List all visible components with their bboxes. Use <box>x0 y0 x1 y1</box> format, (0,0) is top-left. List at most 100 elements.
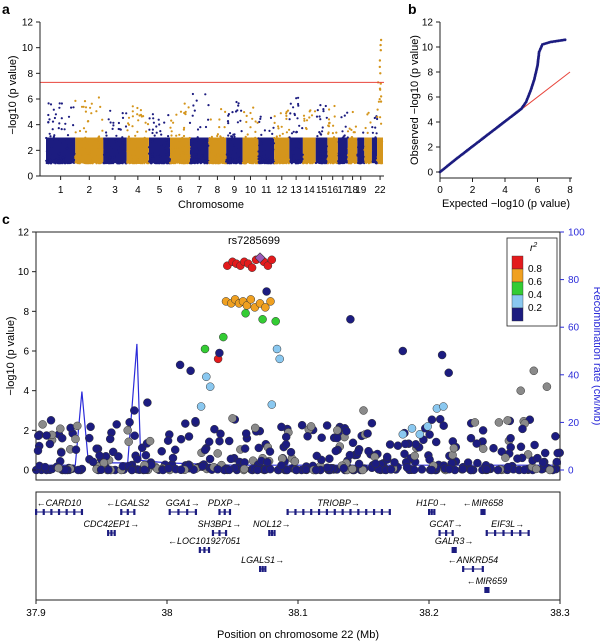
gene-exon <box>133 509 136 515</box>
manhattan-point <box>188 136 191 140</box>
snp-point-r2-02 <box>423 422 432 431</box>
gene-label: ←LGALS2 <box>106 498 149 508</box>
manhattan-point <box>325 116 328 119</box>
gene-label: CDC42EP1→ <box>84 519 140 529</box>
manhattan-point <box>169 155 172 159</box>
snp-point-low-ld <box>519 465 529 475</box>
manhattan-point <box>368 158 371 161</box>
manhattan-point <box>325 145 328 148</box>
manhattan-point <box>195 158 198 161</box>
manhattan-point <box>203 160 206 163</box>
manhattan-point <box>286 109 290 112</box>
manhattan-point <box>229 160 233 163</box>
manhattan-point <box>373 116 376 120</box>
manhattan-point <box>281 162 284 165</box>
manhattan-point <box>101 129 104 132</box>
manhattan-point <box>310 148 313 151</box>
qq-x-ticks: 0 2 4 6 8 <box>437 178 573 196</box>
manhattan-point <box>208 157 211 160</box>
manhattan-point <box>374 162 377 165</box>
manhattan-point <box>70 106 73 109</box>
manhattan-point <box>146 123 150 126</box>
manhattan-point <box>378 98 381 101</box>
snp-point-low-ld <box>489 443 498 453</box>
manhattan-point <box>324 104 327 108</box>
panel-b-label: b <box>408 1 417 17</box>
snp-point-r2-02 <box>267 400 277 409</box>
chromosome-3-band <box>103 137 127 164</box>
manhattan-point <box>131 153 134 156</box>
snp-point-r2-00 <box>130 406 139 415</box>
manhattan-point <box>256 121 259 124</box>
manhattan-point <box>65 142 68 145</box>
gene-label: ←ANKRD54 <box>448 555 499 565</box>
manhattan-point <box>339 155 342 158</box>
manhattan-point <box>210 161 213 165</box>
manhattan-point <box>238 148 241 151</box>
manhattan-point <box>348 127 351 130</box>
manhattan-point <box>121 112 124 115</box>
manhattan-point <box>366 131 369 134</box>
manhattan-point <box>207 104 210 107</box>
manhattan-point <box>310 114 314 117</box>
manhattan-point <box>57 127 60 130</box>
manhattan-point <box>80 138 84 141</box>
manhattan-point <box>225 160 228 163</box>
manhattan-point <box>285 117 288 120</box>
manhattan-point <box>91 158 95 161</box>
gene-exon <box>264 566 267 572</box>
snp-point-low-ld <box>205 454 215 464</box>
manhattan-point <box>271 132 274 135</box>
manhattan-point <box>84 162 87 165</box>
manhattan-point <box>316 135 319 138</box>
manhattan-point <box>103 137 106 140</box>
manhattan-point <box>244 135 247 138</box>
manhattan-point <box>321 130 324 133</box>
snp-point-low-ld <box>425 430 434 439</box>
gene-label: ←MIR659 <box>467 576 508 586</box>
manhattan-point <box>285 162 288 165</box>
manhattan-point <box>126 129 129 132</box>
manhattan-point <box>332 155 335 158</box>
manhattan-point <box>66 134 70 137</box>
manhattan-point <box>112 121 115 124</box>
manhattan-point <box>46 138 49 141</box>
manhattan-point <box>123 155 126 158</box>
manhattan-point <box>316 161 319 164</box>
manhattan-point <box>259 115 262 118</box>
manhattan-point <box>337 154 340 157</box>
snp-point-low-ld <box>33 446 43 455</box>
manhattan-point <box>98 135 101 138</box>
manhattan-point <box>236 161 239 164</box>
manhattan-point <box>141 145 144 148</box>
snp-point-r2-06 <box>261 303 270 312</box>
chromosome-22-band <box>377 137 383 164</box>
manhattan-point <box>245 120 248 124</box>
manhattan-point <box>292 154 295 157</box>
manhattan-point <box>319 150 323 153</box>
snp-point-grey <box>348 464 357 474</box>
manhattan-point <box>206 162 209 165</box>
manhattan-point <box>180 161 183 164</box>
manhattan-point <box>77 160 80 163</box>
gene-exon <box>194 509 198 515</box>
manhattan-point <box>51 138 54 141</box>
manhattan-point <box>182 162 185 165</box>
manhattan-point <box>251 149 254 152</box>
manhattan-point <box>358 150 361 153</box>
snp-point-low-ld <box>417 465 427 474</box>
legend-title: r2 <box>530 242 537 254</box>
manhattan-point <box>58 138 61 141</box>
snp-point-low-ld <box>393 441 403 450</box>
manhattan-point <box>179 110 183 113</box>
manhattan-point <box>89 106 92 109</box>
chromosome-5-band <box>149 137 171 164</box>
manhattan-point <box>209 118 212 121</box>
manhattan-point <box>109 109 112 112</box>
manhattan-point <box>305 160 308 164</box>
manhattan-point <box>367 111 370 114</box>
snp-point-grey <box>124 437 133 447</box>
manhattan-point <box>152 155 155 158</box>
manhattan-point <box>313 110 317 113</box>
gene-exon <box>259 566 262 572</box>
